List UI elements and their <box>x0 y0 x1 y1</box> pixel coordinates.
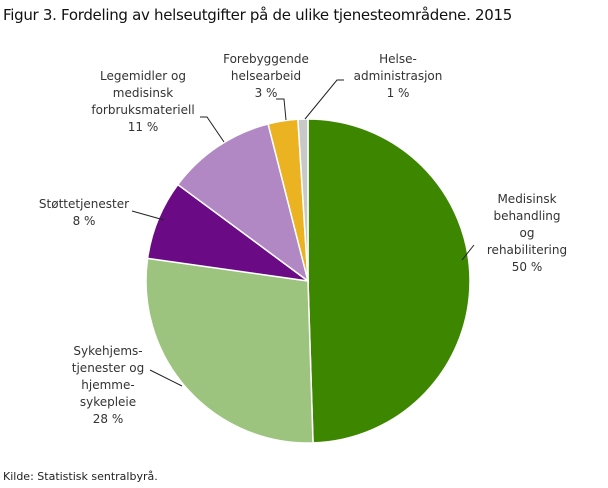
chart-title: Figur 3. Fordeling av helseutgifter på d… <box>3 6 512 24</box>
leader-line-4 <box>276 98 287 121</box>
leader-line-3 <box>200 116 225 143</box>
slice-label-1: Sykehjems- tjenester og hjemme- sykeplei… <box>71 344 145 426</box>
leader-line-0 <box>461 244 475 261</box>
leader-line-5 <box>304 79 344 120</box>
pie-slice-0 <box>307 118 471 444</box>
leader-line-2 <box>131 210 165 221</box>
slice-label-4: Forebyggende helsearbeid 3 % <box>223 52 309 100</box>
slice-label-0: Medisinsk behandling og rehabilitering 5… <box>486 192 568 274</box>
pie-slice-5 <box>297 118 309 282</box>
source-note: Kilde: Statistisk sentralbyrå. <box>3 470 158 483</box>
pie-slice-3 <box>176 123 310 283</box>
pie-slice-1 <box>145 257 314 444</box>
leader-lines <box>131 79 475 387</box>
slice-label-2: Støttetjenester 8 % <box>38 197 130 228</box>
slice-label-3: Legemidler og medisinsk forbruksmateriel… <box>91 69 195 134</box>
slice-label-5: Helse- administrasjon 1 % <box>353 52 443 100</box>
leader-line-1 <box>149 369 183 387</box>
